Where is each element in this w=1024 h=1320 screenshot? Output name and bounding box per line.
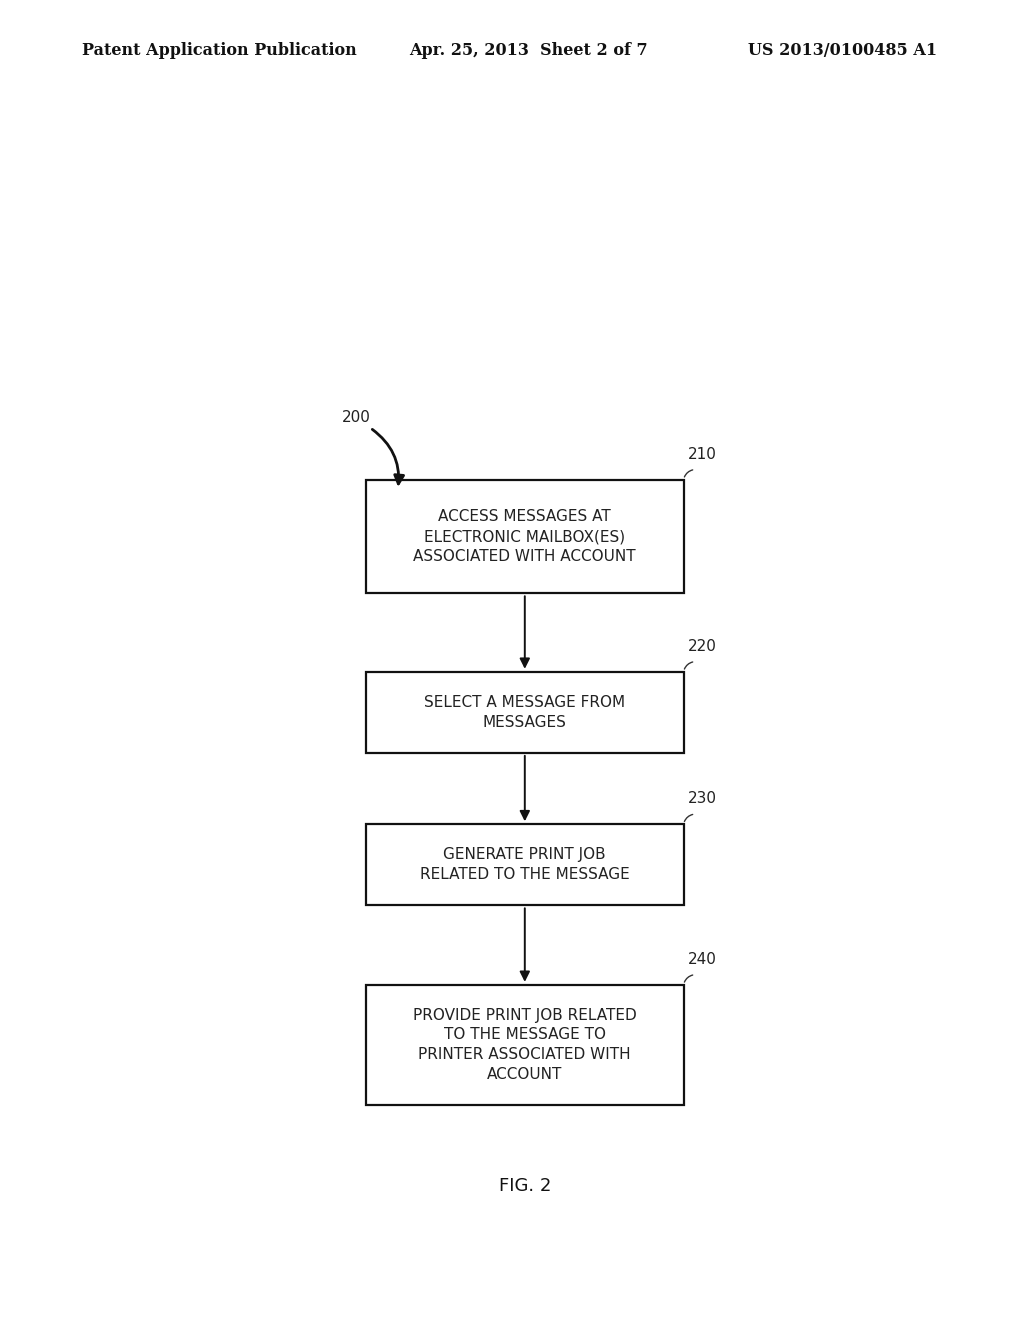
Text: SELECT A MESSAGE FROM
MESSAGES: SELECT A MESSAGE FROM MESSAGES [424,694,626,730]
Text: Patent Application Publication: Patent Application Publication [82,42,356,58]
Text: PROVIDE PRINT JOB RELATED
TO THE MESSAGE TO
PRINTER ASSOCIATED WITH
ACCOUNT: PROVIDE PRINT JOB RELATED TO THE MESSAGE… [413,1007,637,1082]
Text: 240: 240 [687,952,717,966]
Text: 210: 210 [687,446,717,462]
Text: Apr. 25, 2013  Sheet 2 of 7: Apr. 25, 2013 Sheet 2 of 7 [410,42,648,58]
Text: 230: 230 [687,791,717,807]
Text: GENERATE PRINT JOB
RELATED TO THE MESSAGE: GENERATE PRINT JOB RELATED TO THE MESSAG… [420,847,630,882]
Text: FIG. 2: FIG. 2 [499,1177,551,1195]
FancyBboxPatch shape [367,824,684,906]
FancyBboxPatch shape [367,672,684,752]
Text: 220: 220 [687,639,717,653]
Text: ACCESS MESSAGES AT
ELECTRONIC MAILBOX(ES)
ASSOCIATED WITH ACCOUNT: ACCESS MESSAGES AT ELECTRONIC MAILBOX(ES… [414,510,636,564]
Text: US 2013/0100485 A1: US 2013/0100485 A1 [748,42,937,58]
Text: 200: 200 [342,411,371,425]
FancyBboxPatch shape [367,985,684,1105]
FancyBboxPatch shape [367,479,684,594]
